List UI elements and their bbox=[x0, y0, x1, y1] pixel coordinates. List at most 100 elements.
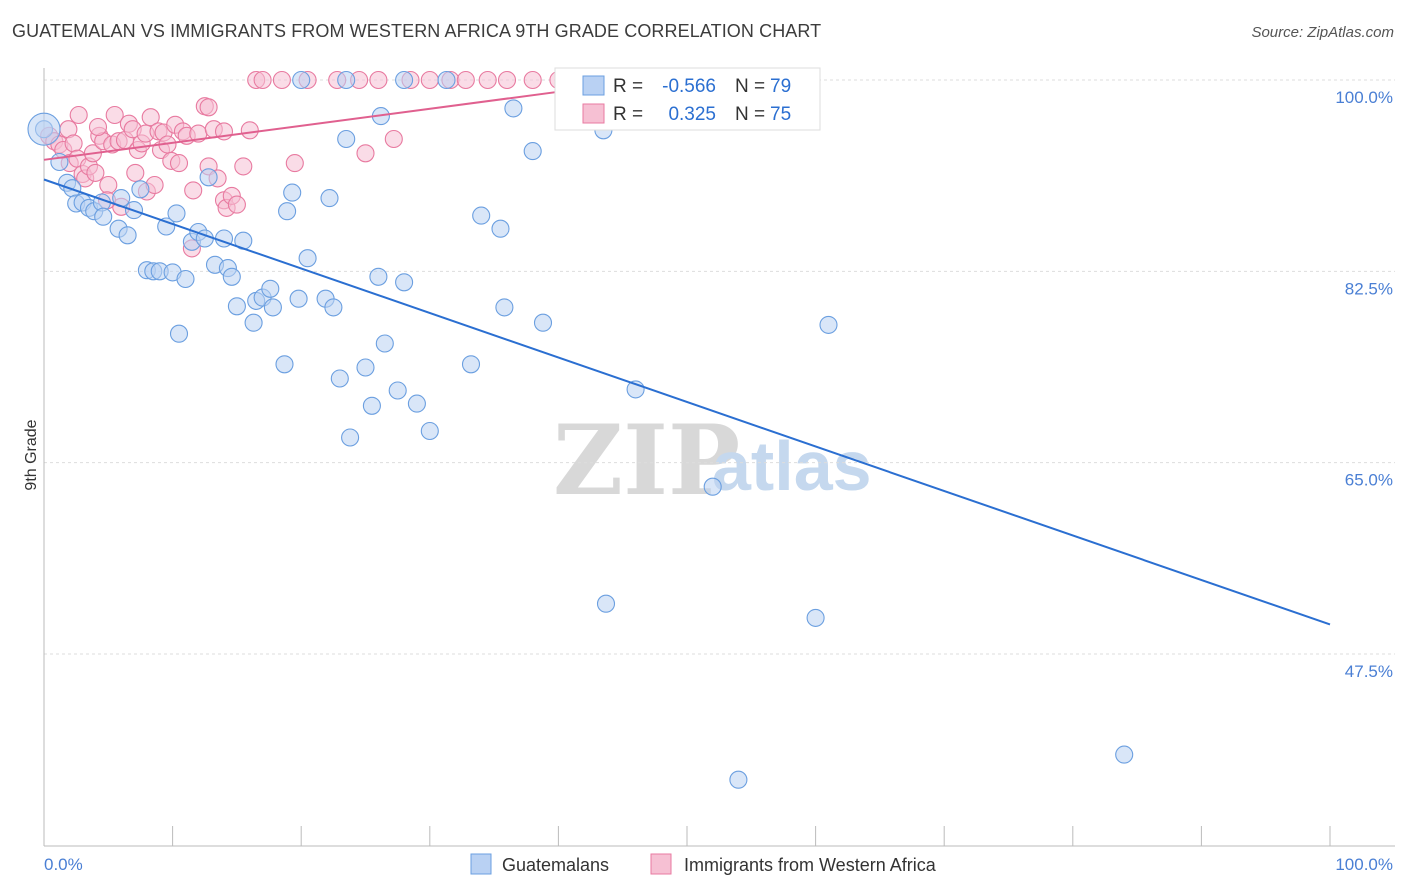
point-western-africa bbox=[456, 70, 475, 90]
point-guatemalan bbox=[94, 207, 113, 226]
legend-r-label-blue: R = bbox=[613, 76, 643, 97]
point-guatemalan bbox=[263, 298, 282, 317]
point-guatemalan bbox=[472, 206, 491, 225]
point-western-africa bbox=[199, 98, 218, 117]
series-guatemalans bbox=[27, 70, 1134, 789]
point-western-africa bbox=[285, 154, 304, 173]
watermark-zip: ZIP bbox=[553, 404, 740, 517]
point-guatemalan bbox=[292, 70, 311, 90]
point-guatemalan bbox=[298, 249, 317, 268]
point-western-africa bbox=[126, 163, 145, 182]
point-guatemalan bbox=[703, 477, 722, 496]
x-tick-label-min: 0.0% bbox=[44, 855, 83, 874]
y-tick-label: 65.0% bbox=[1345, 471, 1393, 490]
point-guatemalan bbox=[420, 421, 439, 441]
y-tick-labels: 47.5% 65.0% 82.5% 100.0% bbox=[1335, 88, 1393, 681]
point-western-africa bbox=[369, 70, 388, 90]
bottom-legend-label-blue: Guatemalans bbox=[502, 855, 609, 875]
point-guatemalan bbox=[375, 334, 394, 353]
legend-swatch-pink bbox=[582, 103, 605, 124]
point-guatemalan bbox=[324, 298, 343, 317]
point-western-africa bbox=[184, 181, 203, 200]
point-guatemalan bbox=[388, 381, 407, 400]
point-western-africa bbox=[69, 105, 88, 125]
y-tick-label: 100.0% bbox=[1335, 88, 1393, 107]
point-guatemalan bbox=[504, 99, 523, 118]
point-western-africa bbox=[88, 117, 108, 137]
point-western-africa bbox=[169, 154, 189, 173]
point-guatemalan bbox=[330, 369, 349, 388]
point-guatemalan bbox=[729, 770, 748, 789]
watermark-atlas: atlas bbox=[712, 427, 872, 505]
point-guatemalan-large bbox=[27, 112, 61, 146]
point-guatemalan bbox=[337, 70, 356, 90]
point-guatemalan bbox=[169, 324, 189, 343]
point-guatemalan bbox=[806, 608, 825, 627]
y-tick-label: 82.5% bbox=[1345, 279, 1393, 298]
point-western-africa bbox=[272, 70, 291, 90]
point-guatemalan bbox=[437, 70, 456, 90]
point-western-africa bbox=[64, 134, 83, 153]
point-western-africa bbox=[523, 70, 542, 90]
trend-line-western-africa bbox=[43, 89, 565, 161]
point-guatemalan bbox=[261, 279, 280, 298]
point-guatemalan bbox=[283, 183, 302, 202]
point-guatemalan bbox=[320, 189, 339, 208]
point-guatemalan bbox=[337, 129, 356, 149]
point-guatemalan bbox=[523, 142, 542, 161]
point-guatemalan bbox=[491, 219, 510, 238]
point-western-africa bbox=[99, 175, 118, 195]
bottom-legend: Guatemalans Immigrants from Western Afri… bbox=[470, 853, 937, 875]
point-western-africa bbox=[141, 108, 160, 127]
x-tick-label-max: 100.0% bbox=[1335, 855, 1393, 874]
point-western-africa bbox=[253, 70, 272, 90]
point-guatemalan bbox=[533, 313, 553, 332]
point-guatemalan bbox=[244, 313, 263, 332]
point-guatemalan bbox=[356, 358, 375, 377]
point-guatemalan bbox=[341, 428, 360, 447]
point-guatemalan bbox=[369, 267, 388, 286]
y-tick-label: 47.5% bbox=[1345, 662, 1393, 681]
point-western-africa bbox=[497, 70, 517, 90]
point-guatemalan bbox=[362, 396, 381, 415]
point-guatemalan bbox=[118, 226, 137, 245]
point-guatemalan bbox=[275, 355, 294, 374]
point-guatemalan bbox=[289, 289, 308, 308]
legend-r-value-pink: 0.325 bbox=[668, 104, 716, 125]
point-guatemalan bbox=[199, 168, 218, 187]
legend-box: R = -0.566 N = 79 R = 0.325 N = 75 bbox=[554, 67, 821, 131]
legend-r-value-blue: -0.566 bbox=[662, 76, 716, 97]
bottom-legend-swatch-pink bbox=[650, 853, 672, 875]
point-guatemalan bbox=[596, 594, 616, 613]
legend-n-value-pink: 75 bbox=[770, 104, 791, 125]
point-western-africa bbox=[227, 195, 246, 214]
point-guatemalan bbox=[495, 298, 514, 317]
x-ticks bbox=[172, 826, 1331, 846]
bottom-legend-label-pink: Immigrants from Western Africa bbox=[684, 855, 937, 875]
point-guatemalan bbox=[407, 394, 426, 413]
trend-lines bbox=[43, 89, 1331, 626]
legend-n-value-blue: 79 bbox=[770, 76, 791, 97]
axes bbox=[43, 68, 1395, 847]
point-guatemalan bbox=[278, 202, 297, 221]
legend-n-label-blue: N = bbox=[735, 76, 765, 97]
point-guatemalan bbox=[461, 355, 481, 374]
point-guatemalan bbox=[1115, 745, 1134, 764]
point-guatemalan bbox=[167, 204, 186, 223]
point-guatemalan bbox=[395, 70, 414, 90]
trend-line-guatemalans bbox=[43, 178, 1331, 626]
point-western-africa bbox=[105, 105, 124, 125]
point-western-africa bbox=[384, 129, 403, 149]
y-axis-title: 9th Grade bbox=[23, 419, 40, 490]
legend-r-label-pink: R = bbox=[613, 104, 643, 125]
legend-swatch-blue bbox=[582, 75, 605, 96]
source-label: Source: ZipAtlas.com bbox=[1251, 24, 1394, 41]
point-western-africa bbox=[356, 144, 375, 163]
point-western-africa bbox=[240, 121, 259, 140]
point-guatemalan bbox=[131, 180, 150, 199]
point-guatemalan bbox=[176, 269, 195, 289]
point-western-africa bbox=[234, 157, 253, 176]
chart-title: GUATEMALAN VS IMMIGRANTS FROM WESTERN AF… bbox=[12, 21, 822, 41]
point-western-africa bbox=[420, 70, 439, 90]
